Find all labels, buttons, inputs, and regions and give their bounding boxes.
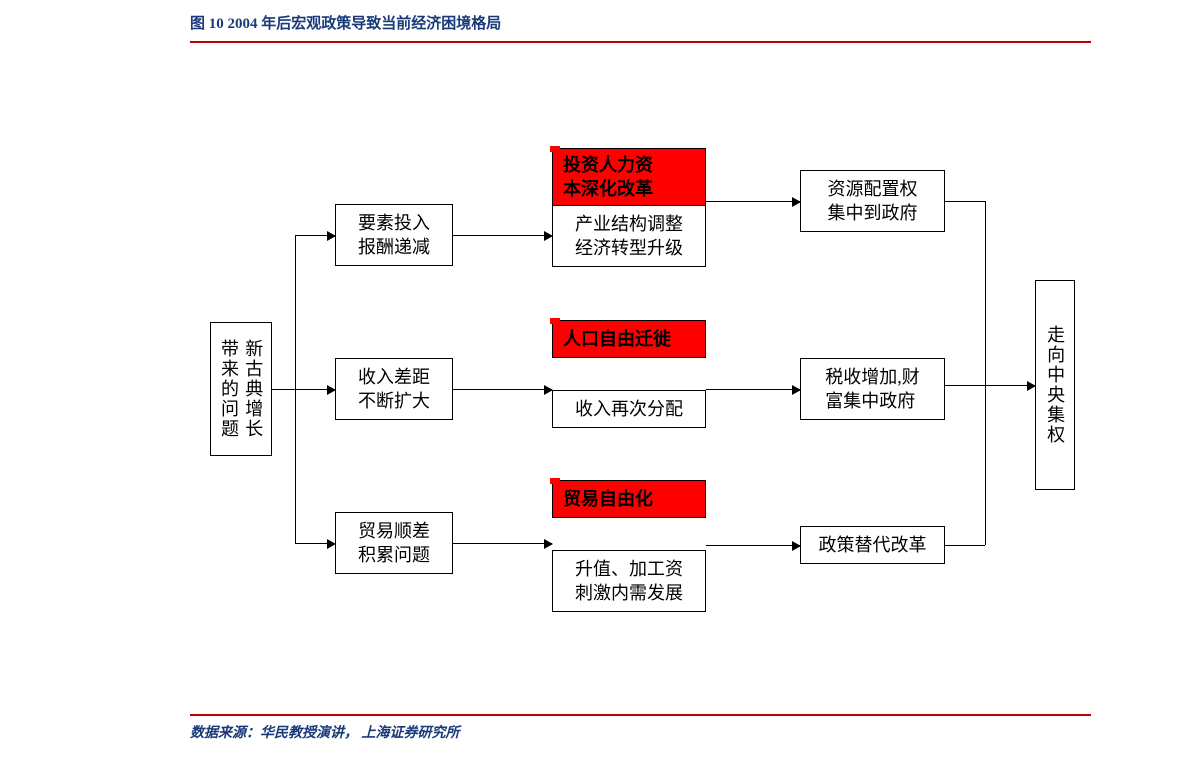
connector <box>295 543 335 544</box>
node-c4a: 资源配置权 集中到政府 <box>800 170 945 232</box>
node-r3c_h: 贸易自由化 <box>552 480 706 518</box>
node-c4b: 税收增加,财 富集中政府 <box>800 358 945 420</box>
node-r3b_b: 收入再次分配 <box>552 390 706 428</box>
connector <box>295 389 335 390</box>
connector <box>453 543 552 544</box>
connector <box>272 389 295 390</box>
red-notch <box>550 478 560 484</box>
node-r3b_h: 人口自由迁徙 <box>552 320 706 358</box>
connector <box>945 545 985 546</box>
connector <box>295 235 335 236</box>
footer-divider <box>190 714 1091 716</box>
connector <box>706 389 800 390</box>
node-c2a: 要素投入 报酬递减 <box>335 204 453 266</box>
connector <box>945 201 985 202</box>
connector <box>945 385 985 386</box>
node-right_v: 走向中央集权 <box>1035 280 1075 490</box>
diagram-canvas: 新古典增长 带来的问题 要素投入 报酬递减收入差距 不断扩大贸易顺差 积累问题 投资… <box>190 40 1091 699</box>
connector <box>453 389 552 390</box>
source-caption: 数据来源：华民教授演讲， 上海证券研究所 <box>190 722 1091 742</box>
figure-title: 图 10 2004 年后宏观政策导致当前经济困境格局 <box>190 12 1091 39</box>
node-left_v1: 新古典增长 带来的问题 <box>210 322 272 456</box>
connector <box>985 385 1035 386</box>
node-r3c_b: 升值、加工资 刺激内需发展 <box>552 550 706 612</box>
node-c2b: 收入差距 不断扩大 <box>335 358 453 420</box>
red-notch <box>550 318 560 324</box>
connector <box>706 201 800 202</box>
node-r3a_h: 投资人力资 本深化改革 <box>552 148 706 206</box>
red-notch <box>550 146 560 152</box>
connector <box>985 201 986 545</box>
connector <box>453 235 552 236</box>
node-c2c: 贸易顺差 积累问题 <box>335 512 453 574</box>
connector <box>706 545 800 546</box>
node-c4c: 政策替代改革 <box>800 526 945 564</box>
node-r3a_b: 产业结构调整 经济转型升级 <box>552 205 706 267</box>
